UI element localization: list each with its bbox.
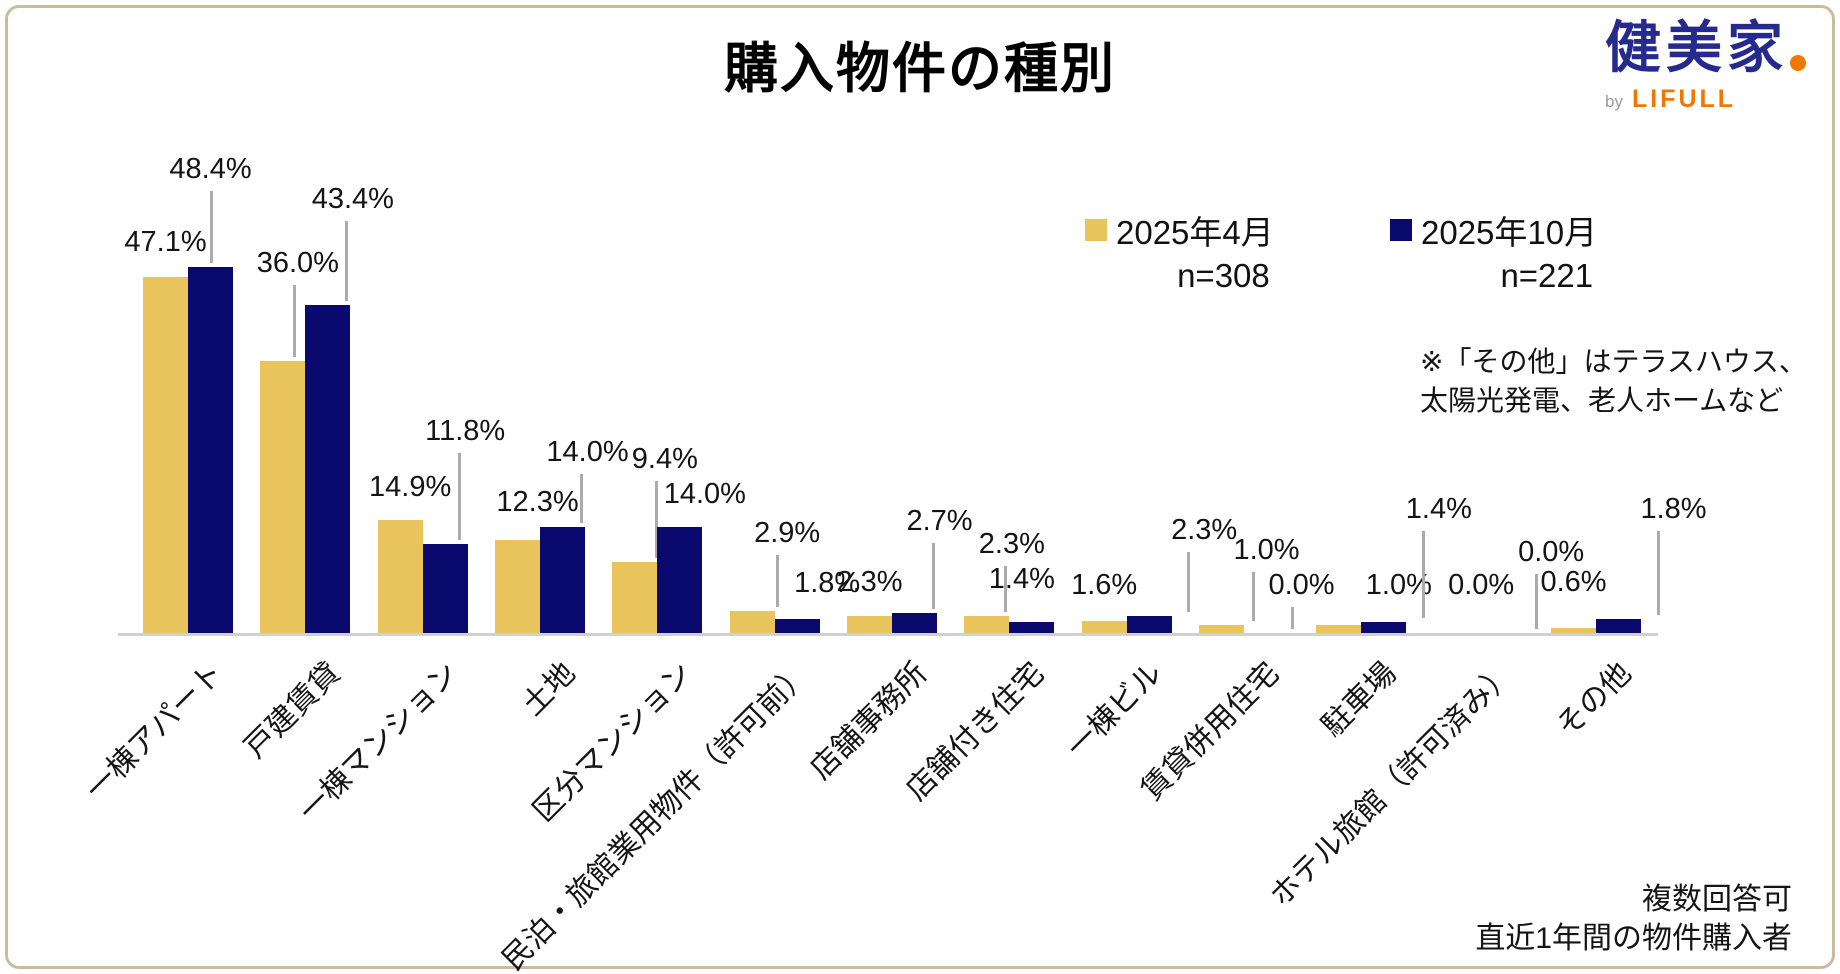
- value-label-october: 14.0%: [663, 478, 746, 510]
- legend-row-april: 2025年4月: [1085, 206, 1274, 254]
- bar-april: [1081, 621, 1127, 633]
- value-label-april: 9.4%: [631, 443, 698, 475]
- bar-october: [1009, 622, 1055, 633]
- bar-april: [729, 611, 775, 633]
- bar-april: [1199, 625, 1244, 633]
- leader-line: [292, 285, 296, 357]
- value-label-april: 0.6%: [1540, 566, 1607, 598]
- logo-brand-text: 健美家: [1605, 16, 1788, 79]
- value-label-october: 14.0%: [546, 436, 629, 468]
- value-label-april: 2.3%: [978, 528, 1045, 560]
- chart-title: 購入物件の種別: [724, 39, 1116, 99]
- value-label-october: 48.4%: [169, 153, 252, 185]
- leader-line: [458, 453, 462, 540]
- logo-by-row: by LIFULL: [1605, 85, 1806, 114]
- bar-april: [964, 616, 1010, 633]
- logo-brand-row: 健美家: [1605, 20, 1806, 76]
- leader-line: [344, 221, 348, 301]
- legend-n-october: n=221: [1500, 257, 1594, 294]
- legend-item-april: 2025年4月 n=308: [1085, 206, 1274, 295]
- bar-october: [657, 527, 703, 633]
- leader-line: [209, 191, 213, 263]
- value-label-april: 14.9%: [369, 471, 452, 503]
- legend-label-april: 2025年4月: [1116, 214, 1274, 251]
- value-label-october: 1.4%: [988, 563, 1055, 595]
- bar-october: [1361, 622, 1407, 633]
- value-label-april: 36.0%: [256, 247, 339, 279]
- bar-april: [612, 562, 658, 633]
- value-label-october: 1.8%: [1640, 493, 1707, 525]
- legend-swatch-april: [1085, 219, 1107, 241]
- leader-line: [1251, 572, 1255, 621]
- leader-line: [654, 481, 658, 558]
- leader-line: [1656, 531, 1660, 615]
- leader-line: [579, 474, 583, 523]
- bar-april: [847, 616, 892, 633]
- legend-label-october: 2025年10月: [1421, 214, 1598, 251]
- bar-october: [774, 619, 820, 633]
- chart-footnote: 複数回答可 直近1年間の物件購入者: [1475, 880, 1792, 958]
- bar-april: [260, 361, 306, 633]
- value-label-april: 0.0%: [1448, 569, 1515, 601]
- bar-april: [143, 277, 188, 633]
- value-label-october: 0.0%: [1518, 536, 1585, 568]
- bar-april: [1551, 628, 1596, 633]
- bar-april: [1316, 625, 1362, 633]
- bar-october: [1596, 619, 1641, 633]
- bar-october: [892, 613, 937, 633]
- legend-n-april: n=308: [1177, 257, 1270, 294]
- value-label-october: 1.4%: [1405, 493, 1472, 525]
- note-line-1: ※「その他」はテラスハウス、: [1420, 346, 1807, 377]
- value-label-october: 43.4%: [311, 183, 394, 215]
- bar-october: [305, 305, 351, 633]
- leader-line: [1421, 531, 1425, 618]
- leader-line: [1003, 566, 1007, 612]
- x-axis-line: [118, 633, 1658, 636]
- value-label-october: 1.8%: [794, 567, 861, 599]
- bar-october: [1126, 616, 1172, 633]
- value-label-april: 1.0%: [1365, 569, 1432, 601]
- chart-note: ※「その他」はテラスハウス、 太陽光発電、老人ホームなど: [1420, 342, 1807, 420]
- value-label-october: 2.7%: [906, 505, 973, 537]
- bar-october: [422, 544, 468, 633]
- legend-item-october: 2025年10月 n=221: [1390, 206, 1597, 295]
- leader-line: [776, 555, 780, 607]
- footnote-line-2: 直近1年間の物件購入者: [1475, 922, 1792, 955]
- logo-company-name: LIFULL: [1631, 85, 1737, 113]
- value-label-april: 2.9%: [754, 517, 821, 549]
- value-label-october: 2.3%: [1171, 514, 1238, 546]
- leader-line: [931, 543, 935, 609]
- kenbiya-logo: 健美家 by LIFULL: [1605, 20, 1806, 114]
- logo-by-label: by: [1605, 92, 1623, 111]
- bar-april: [377, 520, 423, 633]
- leader-line: [1535, 574, 1539, 629]
- bar-october: [188, 267, 233, 633]
- value-label-april: 1.6%: [1071, 569, 1138, 601]
- value-label-april: 2.3%: [836, 566, 903, 598]
- bar-october: [540, 527, 585, 633]
- value-label-april: 12.3%: [496, 486, 579, 518]
- value-label-october: 11.8%: [425, 415, 506, 447]
- value-label-october: 0.0%: [1268, 569, 1335, 601]
- footnote-line-1: 複数回答可: [1642, 883, 1792, 916]
- value-label-april: 1.0%: [1233, 534, 1300, 566]
- legend-row-october: 2025年10月: [1390, 206, 1597, 254]
- value-label-april: 47.1%: [124, 226, 207, 258]
- leader-line: [1290, 607, 1294, 629]
- logo-dot-icon: [1790, 55, 1806, 71]
- note-line-2: 太陽光発電、老人ホームなど: [1420, 385, 1784, 416]
- bar-april: [495, 540, 540, 633]
- legend-swatch-october: [1390, 219, 1412, 241]
- leader-line: [1187, 552, 1191, 612]
